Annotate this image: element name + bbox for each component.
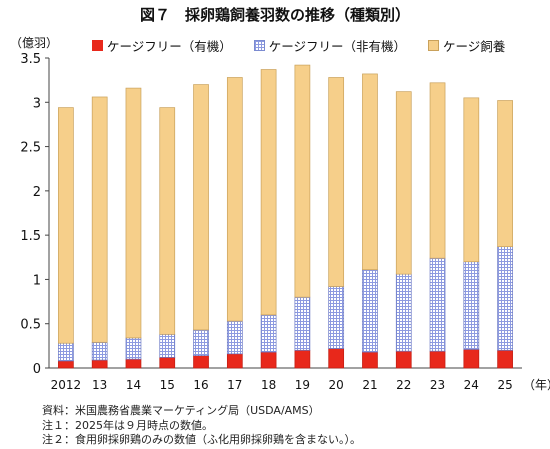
note-2: 注２：食用卵採卵鶏のみの数値（ふ化用卵採卵鶏を含まない。）。 (42, 433, 361, 446)
bar-segment-caged (362, 73, 378, 271)
x-axis-unit-label: （年） (523, 378, 550, 392)
bar-segment-caged (429, 82, 446, 259)
bar-segment-caged (463, 97, 480, 263)
x-tick-label: 2012 (51, 378, 82, 392)
bar-segment-cage-free-non-organic (362, 269, 378, 353)
bar-segment-cage-free-non-organic (328, 286, 345, 349)
y-tick-label: 3.5 (20, 52, 41, 67)
bar-segment-cage-free-non-organic (294, 296, 311, 351)
legend-label-cage-free-organic: ケージフリー（有機） (107, 39, 232, 54)
x-tick-label: 20 (329, 378, 344, 392)
bar-segment-cage-free-organic (429, 350, 446, 369)
bar-segment-caged (395, 91, 412, 275)
chart-legend: ケージフリー（有機） ケージフリー（非有機） ケージ飼養 (92, 36, 505, 55)
bar-segment-cage-free-non-organic (125, 337, 142, 360)
bar-segment-cage-free-organic (362, 351, 378, 369)
bar-segment-cage-free-organic (193, 355, 209, 369)
x-tick-label: 15 (160, 378, 175, 392)
y-tick-label: 1.5 (20, 229, 41, 244)
bar-segment-cage-free-organic (125, 358, 142, 369)
y-tick-label: 0.5 (20, 318, 41, 333)
bar-segment-cage-free-organic (463, 349, 480, 369)
x-tick-label: 19 (295, 378, 310, 392)
y-tick-label: 3 (33, 96, 41, 111)
legend-swatch-cage-free-non-organic (253, 40, 265, 51)
legend-label-cage-free-non-organic: ケージフリー（非有機） (268, 39, 407, 54)
bar-segment-caged (193, 84, 209, 331)
x-tick-label: 24 (464, 378, 479, 392)
legend-item-caged: ケージ飼養 (428, 36, 505, 55)
bar-segment-cage-free-non-organic (260, 314, 277, 353)
x-tick-label: 22 (396, 378, 411, 392)
bar-segment-cage-free-organic (294, 349, 311, 369)
x-tick-label: 16 (193, 378, 208, 392)
x-tick-label: 17 (227, 378, 242, 392)
x-tick-labels: 2012 13 14 15 16 17 18 19 20 21 22 23 24 25 （年） (51, 378, 550, 392)
y-tick-label: 2.5 (20, 141, 41, 156)
bar-segment-cage-free-organic (497, 349, 513, 369)
legend-item-cage-free-organic: ケージフリー（有機） (92, 36, 232, 55)
bar-segment-cage-free-organic (226, 353, 243, 369)
bar-segment-caged (497, 100, 513, 248)
legend-swatch-caged (428, 40, 440, 51)
bar-segment-cage-free-non-organic (226, 320, 243, 355)
note-1: 注１：2025年は９月時点の数値。 (42, 418, 213, 432)
bars (58, 64, 513, 369)
bar-segment-caged (294, 64, 311, 298)
x-tick-label: 23 (430, 378, 445, 392)
bar-segment-cage-free-organic (395, 350, 412, 369)
bar-segment-cage-free-organic (58, 360, 74, 369)
bar-segment-caged (58, 107, 74, 344)
y-tick-label: 1 (33, 273, 41, 288)
y-tick-label: 0 (33, 362, 41, 377)
bar-segment-cage-free-organic (159, 357, 176, 369)
bar-segment-cage-free-non-organic (193, 329, 209, 356)
legend-item-cage-free-non-organic: ケージフリー（非有機） (253, 36, 407, 55)
x-tick-label: 21 (362, 378, 377, 392)
legend-label-caged: ケージ飼養 (443, 39, 506, 54)
x-tick-label: 25 (497, 378, 512, 392)
bar-segment-caged (91, 96, 108, 343)
x-tick-label: 13 (92, 378, 107, 392)
bar-segment-cage-free-non-organic (463, 261, 480, 350)
bar-segment-caged (226, 77, 243, 322)
bar-segment-cage-free-non-organic (91, 341, 108, 361)
bar-segment-caged (125, 87, 142, 339)
bar-segment-cage-free-non-organic (58, 342, 74, 362)
source-note: 資料：米国農務省農業マーケティング局（USDA/AMS） (42, 404, 320, 417)
bar-segment-cage-free-non-organic (429, 257, 446, 352)
x-tick-label: 18 (261, 378, 276, 392)
chart-title: 図７ 採卵鶏飼養羽数の推移（種類別） (139, 6, 410, 24)
bar-segment-cage-free-organic (91, 359, 108, 369)
x-tick-label: 14 (126, 378, 141, 392)
bar-segment-cage-free-organic (260, 351, 277, 369)
bar-segment-caged (328, 77, 345, 287)
y-tick-label: 2 (33, 185, 41, 200)
bar-segment-cage-free-non-organic (497, 246, 513, 351)
legend-swatch-cage-free-organic (92, 40, 103, 51)
bar-segment-cage-free-non-organic (159, 333, 176, 358)
bar-segment-cage-free-non-organic (395, 273, 412, 352)
bar-segment-caged (260, 69, 277, 316)
y-axis-unit-label: （億羽） (10, 36, 59, 50)
bar-segment-cage-free-organic (328, 348, 345, 369)
notes: 資料：米国農務省農業マーケティング局（USDA/AMS） 注１：2025年は９月… (42, 404, 361, 448)
bar-segment-caged (159, 107, 176, 335)
